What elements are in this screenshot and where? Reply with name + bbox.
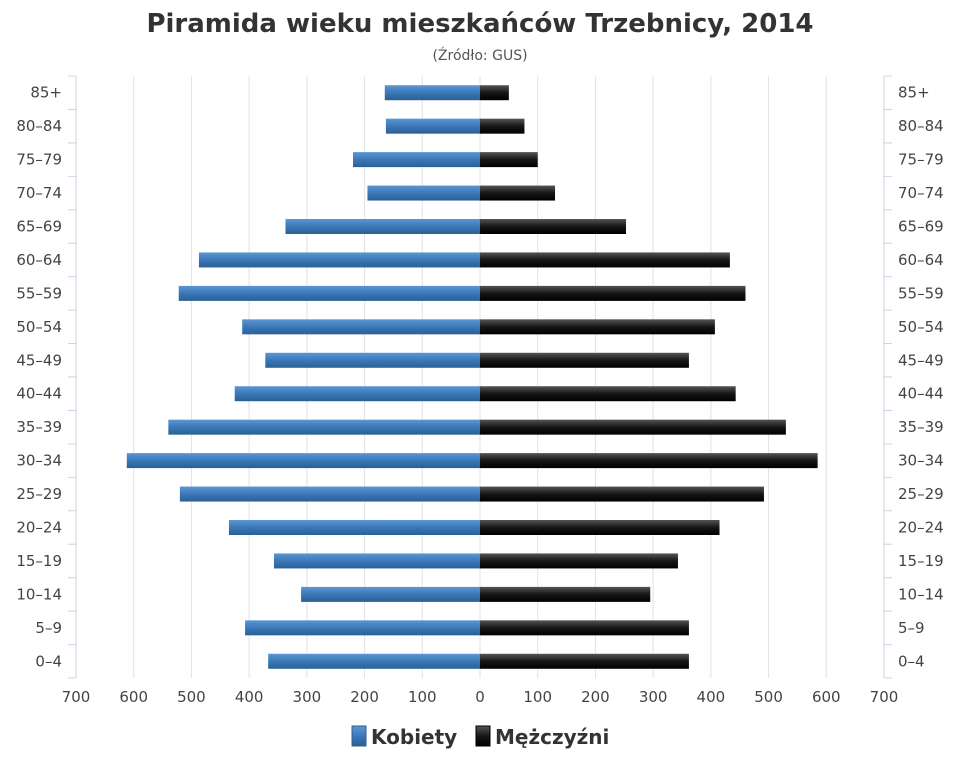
bar-kobiety	[285, 219, 480, 234]
category-label-left: 15–19	[16, 552, 62, 570]
bar-kobiety	[168, 419, 481, 435]
bar-mezczyzni	[480, 419, 786, 435]
x-tick-label: 400	[697, 688, 726, 706]
category-label-right: 45–49	[898, 351, 944, 369]
category-label-left: 80–84	[16, 117, 62, 135]
bar-mezczyzni	[480, 453, 818, 469]
category-label-right: 5–9	[898, 619, 925, 637]
category-label-right: 70–74	[898, 184, 944, 202]
category-label-left: 85+	[30, 84, 62, 102]
category-label-right: 50–54	[898, 318, 944, 336]
x-tick-label: 700	[62, 688, 91, 706]
category-label-left: 5–9	[35, 619, 62, 637]
tick-labels: 700 600 500 400 300 200 100 0 100 200 300 400 500 600…	[16, 84, 943, 706]
bar-mezczyzni	[480, 352, 689, 368]
bar-mezczyzni	[480, 486, 764, 502]
bar-kobiety	[367, 185, 480, 201]
legend-swatch-mezczyzni[interactable]	[475, 725, 491, 747]
category-label-left: 60–64	[16, 251, 62, 269]
bar-mezczyzni	[480, 85, 509, 101]
bar-kobiety	[268, 653, 480, 669]
category-label-right: 20–24	[898, 519, 944, 537]
bar-mezczyzni	[480, 152, 538, 168]
x-tick-label: 300	[639, 688, 668, 706]
x-tick-label: 0	[475, 688, 485, 706]
bar-kobiety	[178, 285, 480, 301]
category-label-left: 40–44	[16, 385, 62, 403]
category-label-right: 30–34	[898, 452, 944, 470]
legend-label-kobiety[interactable]: Kobiety	[371, 725, 457, 749]
bars	[126, 85, 818, 669]
bar-mezczyzni	[480, 252, 730, 268]
bar-kobiety	[198, 252, 480, 268]
bar-mezczyzni	[480, 185, 556, 201]
category-label-left: 20–24	[16, 519, 62, 537]
category-label-right: 60–64	[898, 251, 944, 269]
x-tick-label: 400	[235, 688, 264, 706]
category-label-right: 65–69	[898, 218, 944, 236]
category-label-right: 35–39	[898, 418, 944, 436]
category-label-left: 35–39	[16, 418, 62, 436]
category-label-right: 40–44	[898, 385, 944, 403]
category-label-left: 30–34	[16, 452, 62, 470]
bar-kobiety	[301, 586, 480, 602]
axes	[68, 75, 892, 679]
bar-kobiety	[353, 152, 480, 168]
category-label-left: 70–74	[16, 184, 62, 202]
category-label-right: 85+	[898, 84, 930, 102]
bar-kobiety	[234, 386, 480, 402]
bar-mezczyzni	[480, 219, 627, 234]
bar-mezczyzni	[480, 319, 715, 335]
x-tick-label: 100	[523, 688, 552, 706]
x-tick-label: 600	[119, 688, 148, 706]
chart-subtitle: (Źródło: GUS)	[432, 46, 527, 64]
bar-mezczyzni	[480, 553, 678, 569]
bar-mezczyzni	[480, 285, 746, 301]
bar-mezczyzni	[480, 586, 651, 602]
bar-kobiety	[228, 520, 480, 535]
category-label-right: 25–29	[898, 485, 944, 503]
x-tick-label: 500	[754, 688, 783, 706]
bar-kobiety	[242, 319, 480, 335]
bar-kobiety	[126, 453, 480, 469]
x-tick-label: 300	[293, 688, 322, 706]
bar-kobiety	[273, 553, 480, 569]
x-tick-label: 500	[177, 688, 206, 706]
category-label-right: 0–4	[898, 652, 925, 670]
category-label-left: 45–49	[16, 351, 62, 369]
chart-title: Piramida wieku mieszkańców Trzebnicy, 20…	[146, 9, 813, 39]
category-label-left: 25–29	[16, 485, 62, 503]
x-tick-label: 700	[870, 688, 899, 706]
category-label-right: 80–84	[898, 117, 944, 135]
bar-kobiety	[385, 118, 480, 134]
x-tick-label: 200	[350, 688, 379, 706]
legend: Kobiety Mężczyźni	[351, 725, 609, 749]
x-tick-label: 600	[812, 688, 841, 706]
bar-mezczyzni	[480, 118, 525, 134]
category-label-left: 50–54	[16, 318, 62, 336]
category-label-left: 65–69	[16, 218, 62, 236]
x-tick-label: 200	[581, 688, 610, 706]
category-label-right: 10–14	[898, 585, 944, 603]
bar-mezczyzni	[480, 653, 689, 669]
bar-kobiety	[384, 85, 480, 101]
legend-swatch-kobiety[interactable]	[351, 725, 367, 747]
bar-kobiety	[245, 620, 480, 636]
category-label-left: 75–79	[16, 151, 62, 169]
legend-label-mezczyzni[interactable]: Mężczyźni	[495, 725, 609, 749]
bar-kobiety	[265, 352, 480, 368]
category-label-left: 0–4	[35, 652, 62, 670]
category-label-right: 15–19	[898, 552, 944, 570]
bar-kobiety	[179, 486, 480, 502]
grid-lines	[133, 76, 827, 678]
category-label-right: 75–79	[898, 151, 944, 169]
category-label-left: 10–14	[16, 585, 62, 603]
bar-mezczyzni	[480, 520, 720, 535]
category-label-left: 55–59	[16, 284, 62, 302]
bar-mezczyzni	[480, 620, 689, 636]
category-label-right: 55–59	[898, 284, 944, 302]
bar-mezczyzni	[480, 386, 736, 402]
x-tick-label: 100	[408, 688, 437, 706]
